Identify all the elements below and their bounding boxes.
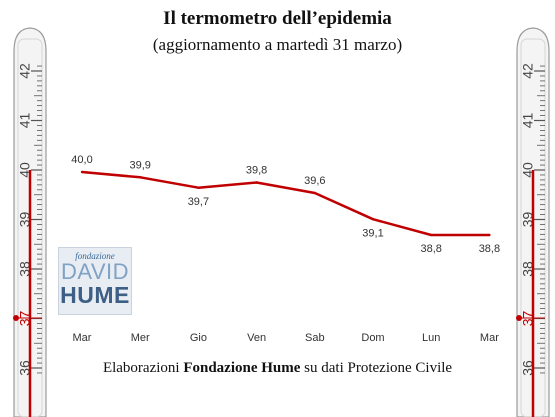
source-org: Fondazione Hume — [183, 360, 301, 376]
logo-line2: DAVID — [60, 259, 130, 284]
thermometer-inner — [520, 38, 546, 417]
data-point — [430, 233, 433, 237]
thermometer-label: 36 — [520, 360, 536, 376]
data-label: 38,8 — [420, 243, 441, 255]
x-tick-label: Mar — [73, 332, 92, 344]
source-prefix: Elaborazioni — [102, 360, 184, 376]
data-label: 40,0 — [71, 154, 92, 166]
data-point — [197, 186, 200, 189]
thermometer-label: 42 — [17, 63, 33, 79]
data-label: 38,8 — [479, 243, 500, 255]
thermometer-label: 42 — [520, 63, 536, 79]
data-label: 39,6 — [304, 175, 325, 187]
thermometer-label: 40 — [520, 162, 536, 178]
thermometer-label: 36 — [17, 360, 33, 376]
thermometer-label: 39 — [17, 212, 33, 228]
data-label: 39,8 — [246, 165, 267, 177]
thermometer-label: 39 — [520, 212, 536, 228]
logo-line1: fondazione — [75, 251, 115, 261]
data-label: 39,1 — [362, 227, 383, 239]
thermometer-inner — [17, 38, 43, 417]
logo-line3: HUME — [60, 282, 130, 308]
data-label: 39,7 — [188, 196, 209, 208]
series-line — [81, 170, 490, 237]
thermometer-label: 38 — [17, 261, 33, 277]
data-point — [255, 181, 258, 184]
thermometer-label: 41 — [17, 113, 33, 129]
x-tick-label: Mar — [480, 332, 499, 344]
data-point — [371, 218, 375, 221]
data-point — [139, 176, 142, 179]
x-tick-label: Sab — [305, 332, 325, 344]
source-note: Elaborazioni Fondazione Hume su dati Pro… — [0, 360, 555, 377]
data-label: 39,9 — [129, 159, 150, 171]
x-tick-label: Lun — [422, 332, 440, 344]
thermometer-label: 40 — [17, 162, 33, 178]
x-tick-label: Ven — [247, 332, 266, 344]
x-tick-label: Gio — [190, 332, 207, 344]
data-point — [313, 191, 316, 195]
data-point — [80, 170, 84, 174]
chart-title: Il termometro dell’epidemia — [163, 8, 392, 29]
x-tick-label: Dom — [361, 332, 384, 344]
chart-subtitle: (aggiornamento a martedì 31 marzo) — [152, 35, 403, 54]
fondazione-hume-logo: fondazione DAVID HUME — [58, 247, 132, 315]
data-point — [488, 233, 491, 237]
thermometer-label: 41 — [520, 113, 536, 129]
x-tick-label: Mer — [131, 332, 150, 344]
source-suffix: su dati Protezione Civile — [300, 360, 453, 376]
thermometer-label: 38 — [520, 261, 536, 277]
